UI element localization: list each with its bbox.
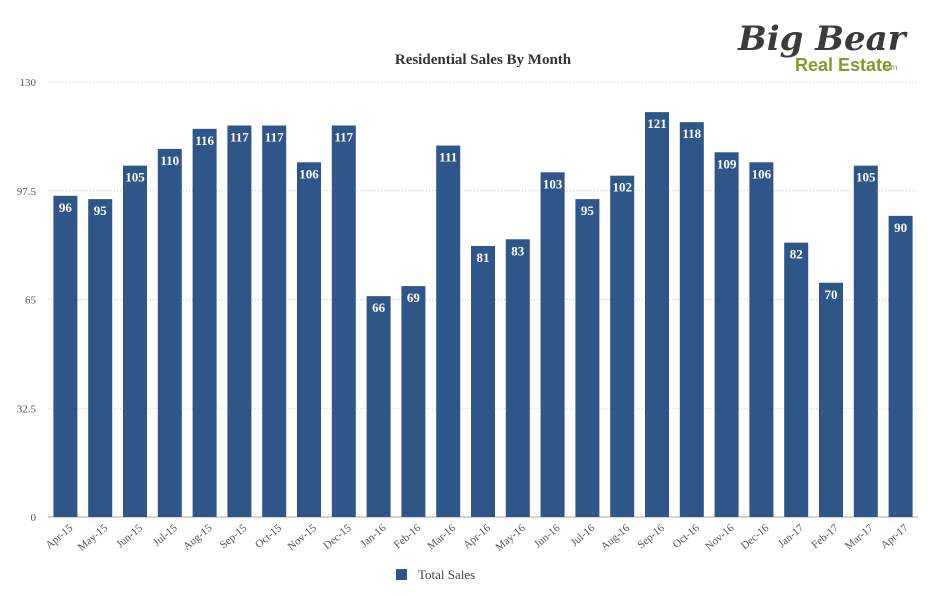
y-tick-label: 32.5 (17, 403, 37, 415)
bar-value-label: 66 (372, 300, 386, 315)
x-tick-label: Oct-15 (253, 522, 284, 551)
bar[interactable] (88, 199, 113, 517)
bar-value-label: 121 (647, 116, 667, 131)
x-tick-label: Apr-16 (461, 522, 493, 552)
bar[interactable] (331, 125, 356, 518)
x-tick-label: Apr-15 (43, 522, 75, 552)
bar-value-label: 110 (160, 153, 179, 168)
bar-value-label: 106 (752, 166, 772, 181)
bar-value-label: 117 (334, 130, 353, 145)
logo-suffix-text: .com (880, 63, 898, 72)
bar[interactable] (749, 162, 774, 518)
bar[interactable] (505, 239, 530, 517)
bar[interactable] (679, 122, 704, 518)
logo-top-text: Big Bear (737, 19, 908, 59)
bar[interactable] (297, 162, 321, 518)
x-tick-label: Jun-15 (114, 522, 145, 551)
bar[interactable] (366, 296, 391, 517)
y-tick-label: 65 (25, 295, 37, 307)
x-axis: Apr-15 May-15 Jun-15 Jul-15 Aug-15 Sep-15 Oct-… (43, 522, 910, 554)
bar[interactable] (401, 286, 426, 517)
bar-value-label: 105 (856, 170, 876, 185)
bar-value-label: 117 (265, 130, 284, 145)
x-tick-label: Mar-17 (843, 522, 876, 553)
bar-value-label: 118 (682, 126, 701, 141)
x-tick-label: Jan-16 (358, 522, 389, 550)
bar[interactable] (123, 165, 147, 517)
bar-value-label: 117 (230, 130, 249, 145)
bar[interactable] (262, 125, 287, 518)
x-tick-label: Sep-16 (635, 522, 667, 552)
bars: 96 95 105 110 116 117 117 106 117 66 69 111 81 83 103 9… (53, 112, 913, 518)
x-tick-label: Aug-15 (181, 522, 215, 553)
bar-value-label: 116 (195, 133, 214, 148)
y-tick-label: 130 (20, 77, 37, 89)
bar[interactable] (784, 242, 809, 517)
bar-value-label: 69 (407, 290, 421, 305)
x-tick-label: Feb-16 (392, 522, 424, 552)
y-tick-label: 0 (31, 512, 37, 524)
bar-value-label: 70 (825, 287, 838, 302)
bar[interactable] (853, 165, 878, 517)
legend-swatch (396, 569, 407, 580)
bar[interactable] (645, 112, 669, 517)
bar[interactable] (540, 172, 565, 517)
chart-title: Residential Sales By Month (395, 52, 572, 68)
x-tick-label: Sep-15 (218, 522, 250, 552)
bar-value-label: 111 (439, 150, 457, 165)
bar-value-label: 95 (94, 203, 108, 218)
bar[interactable] (888, 215, 913, 517)
bar[interactable] (157, 148, 182, 517)
bar-value-label: 95 (581, 203, 595, 218)
bar[interactable] (610, 175, 635, 517)
x-tick-label: Oct-16 (671, 522, 702, 551)
x-tick-label: Jan-17 (776, 522, 807, 550)
bar[interactable] (819, 282, 843, 517)
logo-bottom-text: Real Estate (795, 55, 892, 75)
x-tick-label: May-15 (76, 522, 111, 554)
x-tick-label: Dec-15 (321, 522, 354, 552)
bar[interactable] (53, 195, 78, 517)
x-tick-label: Jul-16 (569, 522, 598, 549)
bar-value-label: 81 (477, 250, 490, 265)
bar-value-label: 83 (511, 243, 525, 258)
x-tick-label: Mar-16 (425, 522, 458, 553)
x-tick-label: Aug-16 (599, 522, 633, 553)
y-axis: 0 32.5 65 97.5 130 (17, 77, 37, 524)
bar-value-label: 102 (612, 180, 632, 195)
x-tick-label: Feb-17 (809, 522, 841, 552)
bar[interactable] (575, 199, 600, 517)
x-tick-label: Dec-16 (739, 522, 772, 552)
bar[interactable] (436, 145, 461, 518)
legend-label: Total Sales (418, 567, 475, 582)
bar-value-label: 105 (125, 170, 145, 185)
bar-value-label: 96 (59, 200, 73, 215)
x-tick-label: Nov-16 (703, 522, 737, 553)
bar[interactable] (192, 128, 217, 517)
bar[interactable] (471, 245, 495, 517)
y-tick-label: 97.5 (17, 186, 37, 198)
x-tick-label: Jul-15 (151, 522, 180, 549)
bar[interactable] (714, 152, 739, 517)
legend[interactable]: Total Sales (396, 567, 475, 582)
bar-value-label: 82 (790, 247, 803, 262)
x-tick-label: Jun-16 (532, 522, 563, 551)
bar-value-label: 90 (894, 220, 907, 235)
x-tick-label: May-16 (493, 522, 528, 554)
x-tick-label: Nov-15 (285, 522, 319, 553)
x-tick-label: Apr-17 (879, 522, 911, 552)
bar[interactable] (227, 125, 252, 518)
bar-value-label: 103 (543, 176, 563, 191)
bar-value-label: 106 (299, 166, 319, 181)
bar-value-label: 109 (717, 156, 737, 171)
logo: Big Bear Real Estate .com (737, 19, 908, 75)
